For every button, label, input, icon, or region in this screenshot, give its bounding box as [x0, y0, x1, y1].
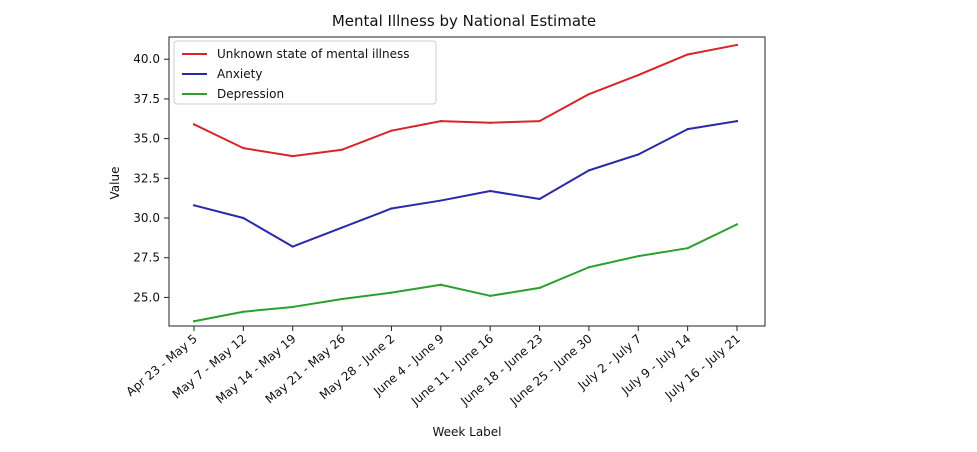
- series-0-point-10: [686, 53, 689, 56]
- series-1-point-2: [291, 245, 294, 248]
- series-2-point-5: [439, 283, 442, 286]
- series-1-point-1: [242, 216, 245, 220]
- series-1-point-10: [686, 127, 689, 131]
- series-0-point-4: [390, 129, 393, 132]
- series-layer: [192, 43, 739, 323]
- legend-label-unknown: Unknown state of mental illness: [217, 47, 410, 61]
- y-axis: 25.0 27.5 30.0 32.5 35.0 37.5 40.0: [133, 52, 169, 304]
- series-2-point-4: [390, 291, 393, 294]
- y-tick-label-2: 30.0: [133, 211, 160, 225]
- series-1-point-6: [489, 189, 492, 193]
- series-0-point-3: [340, 148, 344, 151]
- series-0-point-1: [242, 147, 245, 150]
- series-0-point-9: [637, 74, 640, 77]
- legend-box: [173, 40, 437, 105]
- legend: Unknown state of mental illness Anxiety …: [173, 40, 437, 105]
- series-0-point-8: [587, 93, 591, 96]
- legend-label-anxiety: Anxiety: [217, 67, 262, 81]
- series-2-point-9: [637, 255, 640, 258]
- series-2-point-2: [291, 305, 294, 309]
- series-2-point-7: [538, 286, 541, 289]
- y-axis-label: Value: [108, 167, 122, 200]
- y-tick-label-5: 37.5: [133, 92, 160, 106]
- y-tick-label-3: 32.5: [133, 171, 160, 185]
- series-2-point-3: [340, 297, 344, 301]
- y-tick-label-0: 25.0: [133, 290, 160, 304]
- series-1-point-7: [538, 197, 541, 201]
- series-1-point-4: [390, 207, 393, 210]
- series-1-point-5: [439, 199, 442, 202]
- plot-area: [168, 36, 766, 327]
- series-line-1: [193, 120, 738, 248]
- series-1-point-11: [735, 120, 739, 123]
- series-0-point-11: [735, 43, 739, 47]
- series-0-point-0: [192, 123, 196, 126]
- y-tick-label-1: 27.5: [133, 251, 160, 265]
- x-axis-label: Week Label: [432, 425, 501, 439]
- x-tick-label-8: June 25 - June 30: [507, 332, 595, 409]
- y-tick-label-4: 35.0: [133, 132, 160, 146]
- x-tick-label-6: June 11 - June 16: [408, 332, 496, 409]
- plot-frame: [168, 36, 766, 327]
- series-0-point-7: [538, 120, 541, 123]
- series-2-point-6: [489, 294, 492, 297]
- series-1-point-3: [340, 226, 344, 229]
- series-1-point-9: [637, 153, 640, 156]
- series-0-point-5: [439, 120, 442, 123]
- series-0-point-2: [291, 154, 294, 158]
- series-2-point-0: [192, 320, 196, 323]
- series-line-2: [193, 223, 738, 323]
- series-0-point-6: [489, 121, 492, 124]
- series-2-point-8: [587, 266, 591, 269]
- legend-label-depression: Depression: [217, 87, 284, 101]
- chart-title: Mental Illness by National Estimate: [332, 12, 596, 30]
- x-tick-label-7: June 18 - June 23: [457, 332, 545, 409]
- series-1-point-8: [587, 169, 591, 172]
- series-2-point-1: [242, 310, 245, 313]
- y-tick-label-6: 40.0: [133, 52, 160, 66]
- series-2-point-11: [735, 223, 739, 226]
- series-line-0: [193, 43, 738, 158]
- series-2-point-10: [686, 247, 689, 250]
- series-1-point-0: [192, 204, 196, 207]
